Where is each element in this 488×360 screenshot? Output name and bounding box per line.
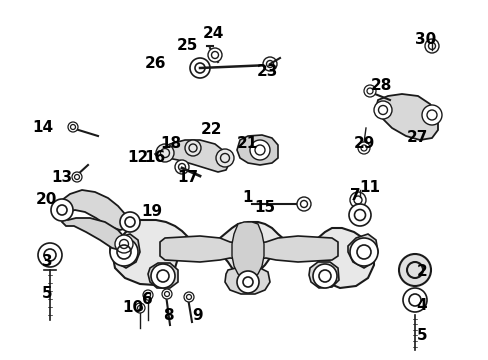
Circle shape xyxy=(312,264,336,288)
Circle shape xyxy=(263,57,276,71)
Text: 12: 12 xyxy=(127,149,148,165)
Circle shape xyxy=(349,192,365,208)
Text: 29: 29 xyxy=(353,135,374,150)
Circle shape xyxy=(424,39,438,53)
Text: 5: 5 xyxy=(41,287,52,302)
Polygon shape xyxy=(375,94,437,140)
Polygon shape xyxy=(231,222,264,278)
Circle shape xyxy=(398,254,430,286)
Circle shape xyxy=(402,288,426,312)
Text: 10: 10 xyxy=(122,301,143,315)
Text: 27: 27 xyxy=(406,130,427,145)
Text: 5: 5 xyxy=(416,328,427,342)
Text: 20: 20 xyxy=(35,193,57,207)
Text: 18: 18 xyxy=(160,135,181,150)
Polygon shape xyxy=(308,262,338,288)
Circle shape xyxy=(72,172,82,182)
Text: 17: 17 xyxy=(177,171,198,185)
Polygon shape xyxy=(112,220,373,288)
Text: 15: 15 xyxy=(254,199,275,215)
Text: 8: 8 xyxy=(163,307,173,323)
Circle shape xyxy=(183,292,194,302)
Polygon shape xyxy=(148,263,178,288)
Text: 2: 2 xyxy=(416,264,427,279)
Circle shape xyxy=(110,238,138,266)
Circle shape xyxy=(120,212,140,232)
Circle shape xyxy=(151,264,175,288)
Polygon shape xyxy=(347,234,377,268)
Text: 26: 26 xyxy=(144,55,165,71)
Circle shape xyxy=(156,144,174,162)
Circle shape xyxy=(348,204,370,226)
Text: 9: 9 xyxy=(192,307,203,323)
Text: 4: 4 xyxy=(416,297,427,312)
Polygon shape xyxy=(224,268,269,294)
Polygon shape xyxy=(62,218,126,250)
Circle shape xyxy=(421,105,441,125)
Polygon shape xyxy=(155,140,229,172)
Text: 14: 14 xyxy=(32,120,54,135)
Text: 6: 6 xyxy=(142,292,152,307)
Circle shape xyxy=(349,238,377,266)
Polygon shape xyxy=(110,234,140,268)
Circle shape xyxy=(184,140,201,156)
Circle shape xyxy=(237,271,259,293)
Circle shape xyxy=(142,290,153,300)
Text: 28: 28 xyxy=(369,78,391,94)
Circle shape xyxy=(68,122,78,132)
Circle shape xyxy=(135,303,145,313)
Circle shape xyxy=(190,58,209,78)
Text: 16: 16 xyxy=(144,150,165,166)
Polygon shape xyxy=(237,135,278,165)
Circle shape xyxy=(162,289,172,299)
Circle shape xyxy=(216,149,234,167)
Text: 19: 19 xyxy=(141,204,162,220)
Circle shape xyxy=(38,243,62,267)
Circle shape xyxy=(175,160,189,174)
Text: 1: 1 xyxy=(242,190,253,206)
Circle shape xyxy=(373,101,391,119)
Text: 30: 30 xyxy=(414,32,436,48)
Circle shape xyxy=(207,48,222,62)
Polygon shape xyxy=(60,190,130,230)
Circle shape xyxy=(51,199,73,221)
Text: 7: 7 xyxy=(349,188,360,202)
Text: 25: 25 xyxy=(176,37,197,53)
Text: 21: 21 xyxy=(236,135,257,150)
Text: 3: 3 xyxy=(41,253,52,269)
Circle shape xyxy=(357,142,369,154)
Circle shape xyxy=(249,140,269,160)
Text: 22: 22 xyxy=(200,122,221,138)
Text: 11: 11 xyxy=(359,180,380,195)
Polygon shape xyxy=(160,236,337,262)
Text: 24: 24 xyxy=(202,26,223,40)
Circle shape xyxy=(296,197,310,211)
Text: 23: 23 xyxy=(256,64,277,80)
Circle shape xyxy=(363,85,375,97)
Circle shape xyxy=(115,235,133,253)
Text: 13: 13 xyxy=(51,171,72,185)
